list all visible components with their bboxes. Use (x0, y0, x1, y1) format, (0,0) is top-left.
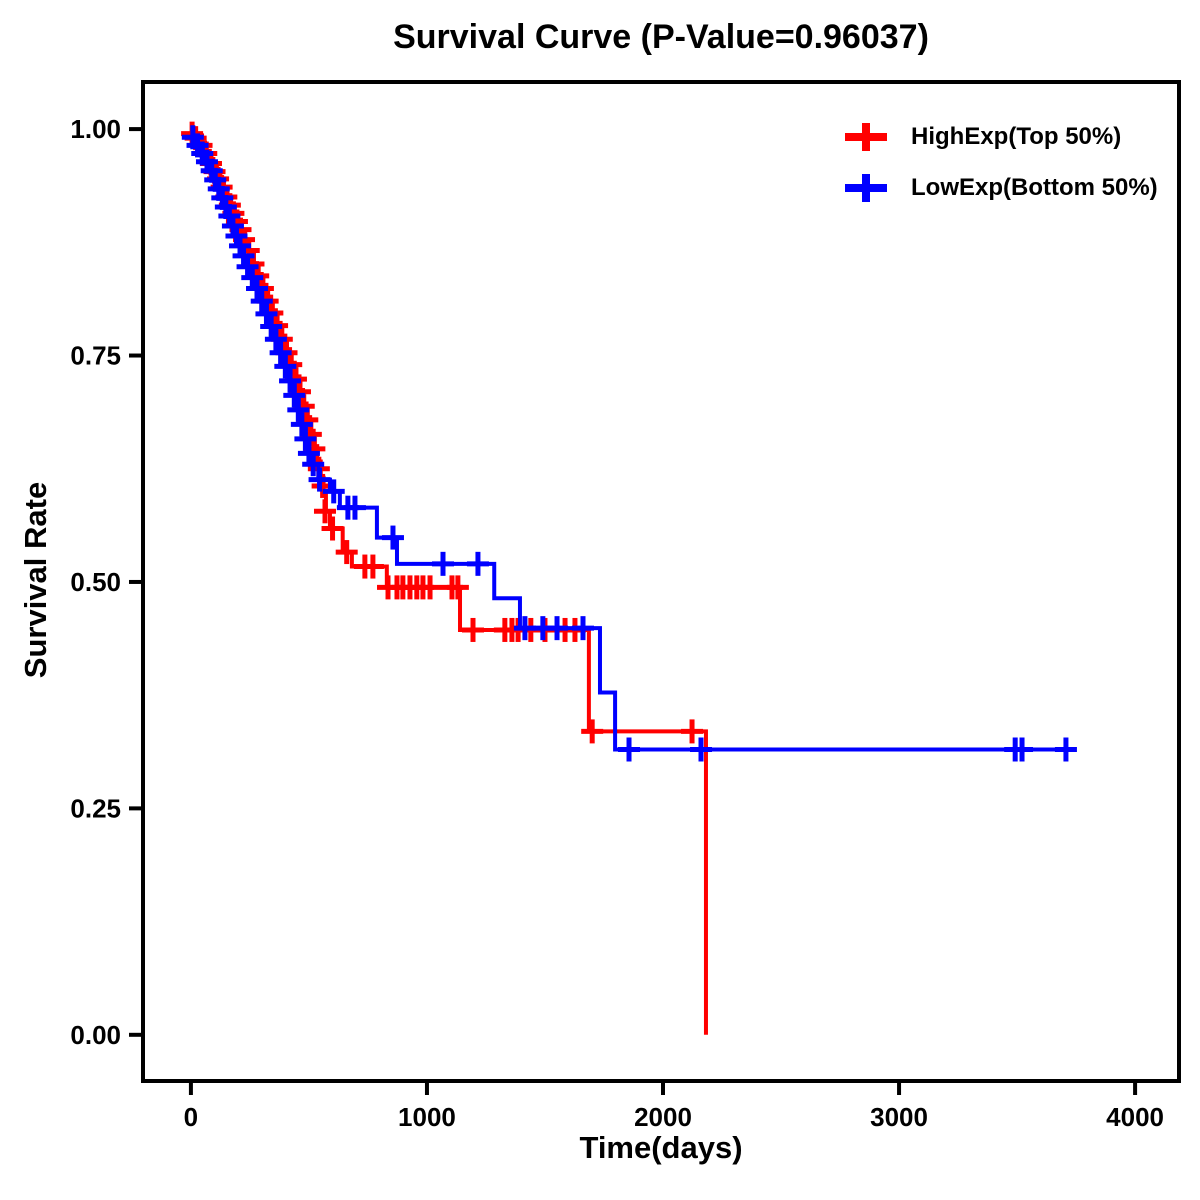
x-tick-label: 3000 (870, 1102, 928, 1132)
x-tick-label: 2000 (634, 1102, 692, 1132)
legend-item-lowexp: LowExp(Bottom 50%) (843, 171, 1158, 205)
plus-icon (845, 174, 887, 202)
x-tick-label: 4000 (1106, 1102, 1164, 1132)
x-axis-label: Time(days) (579, 1130, 743, 1165)
y-tick-label: 0.25 (70, 793, 121, 823)
y-tick-label: 1.00 (70, 114, 121, 144)
legend-label-lowexp: LowExp(Bottom 50%) (911, 174, 1158, 201)
plot-panel-border (141, 80, 1181, 1083)
survival-curve-lowexp (190, 127, 1073, 752)
y-tick-label: 0.50 (70, 567, 121, 597)
y-tick-label: 0.75 (70, 341, 121, 371)
chart-title: Survival Curve (P-Value=0.96037) (393, 18, 929, 56)
survival-curve-highexp (190, 127, 708, 1035)
legend-label-highexp: HighExp(Top 50%) (911, 123, 1122, 150)
y-tick-label: 0.00 (70, 1020, 121, 1050)
legend-item-highexp: HighExp(Top 50%) (843, 120, 1121, 154)
x-tick-label: 1000 (398, 1102, 456, 1132)
plus-icon (845, 123, 887, 151)
x-tick-label: 0 (184, 1102, 198, 1132)
